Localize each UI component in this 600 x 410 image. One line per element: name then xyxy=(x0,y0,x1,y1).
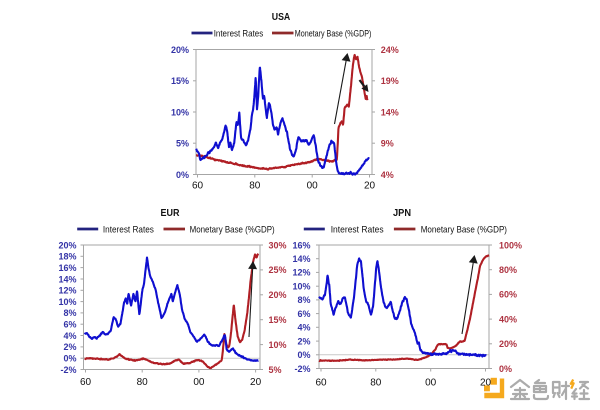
svg-text:60: 60 xyxy=(192,181,204,192)
svg-text:20%: 20% xyxy=(269,290,287,300)
svg-text:-2%: -2% xyxy=(60,365,76,375)
svg-text:0%: 0% xyxy=(499,364,512,374)
svg-text:6%: 6% xyxy=(63,320,76,330)
svg-text:8%: 8% xyxy=(63,308,76,318)
svg-text:4%: 4% xyxy=(381,170,394,180)
svg-text:100%: 100% xyxy=(499,240,522,250)
svg-text:20%: 20% xyxy=(58,240,76,250)
svg-text:80: 80 xyxy=(249,181,261,192)
svg-text:00: 00 xyxy=(307,181,319,192)
svg-text:5%: 5% xyxy=(269,365,282,375)
svg-text:20%: 20% xyxy=(499,339,517,349)
svg-text:10%: 10% xyxy=(292,282,310,292)
svg-text:25%: 25% xyxy=(269,265,287,275)
svg-text:5%: 5% xyxy=(176,139,189,149)
svg-text:14%: 14% xyxy=(292,254,310,264)
svg-text:40%: 40% xyxy=(499,314,517,324)
svg-text:EUR: EUR xyxy=(161,208,181,219)
svg-text:Interest Rates: Interest Rates xyxy=(214,28,264,38)
svg-text:0%: 0% xyxy=(176,170,189,180)
svg-text:15%: 15% xyxy=(269,315,287,325)
svg-text:15%: 15% xyxy=(171,76,189,86)
svg-text:Monetary Base (%GDP): Monetary Base (%GDP) xyxy=(421,224,507,234)
svg-text:60%: 60% xyxy=(499,290,517,300)
svg-text:Interest Rates: Interest Rates xyxy=(331,224,384,234)
svg-text:00: 00 xyxy=(193,377,205,388)
svg-text:4%: 4% xyxy=(297,323,310,333)
svg-text:4%: 4% xyxy=(63,331,76,341)
svg-text:16%: 16% xyxy=(292,240,310,250)
svg-text:12%: 12% xyxy=(58,286,76,296)
svg-text:20: 20 xyxy=(250,377,262,388)
svg-text:24%: 24% xyxy=(381,45,399,55)
svg-text:19%: 19% xyxy=(381,76,399,86)
svg-text:16%: 16% xyxy=(58,263,76,273)
svg-text:20: 20 xyxy=(480,378,492,389)
svg-text:Interest Rates: Interest Rates xyxy=(103,224,154,234)
svg-text:0%: 0% xyxy=(63,354,76,364)
svg-text:2%: 2% xyxy=(63,342,76,352)
svg-text:Monetary Base (%GDP): Monetary Base (%GDP) xyxy=(295,28,372,38)
svg-text:10%: 10% xyxy=(58,297,76,307)
svg-text:-2%: -2% xyxy=(294,364,310,374)
svg-text:60: 60 xyxy=(315,378,327,389)
svg-text:18%: 18% xyxy=(58,252,76,262)
svg-text:14%: 14% xyxy=(58,274,76,284)
svg-text:10%: 10% xyxy=(269,340,287,350)
svg-text:8%: 8% xyxy=(297,295,310,305)
svg-text:20%: 20% xyxy=(171,45,189,55)
svg-text:00: 00 xyxy=(425,378,437,389)
svg-text:80: 80 xyxy=(137,377,149,388)
svg-text:14%: 14% xyxy=(381,107,399,117)
svg-text:80%: 80% xyxy=(499,265,517,275)
svg-text:12%: 12% xyxy=(292,268,310,278)
svg-text:6%: 6% xyxy=(297,309,310,319)
svg-text:Monetary Base (%GDP): Monetary Base (%GDP) xyxy=(190,224,275,234)
svg-text:60: 60 xyxy=(80,377,92,388)
svg-text:0%: 0% xyxy=(297,350,310,360)
svg-text:20: 20 xyxy=(364,181,376,192)
svg-text:USA: USA xyxy=(272,12,291,23)
svg-text:80: 80 xyxy=(370,378,382,389)
svg-text:9%: 9% xyxy=(381,139,394,149)
svg-text:30%: 30% xyxy=(269,240,287,250)
svg-text:JPN: JPN xyxy=(393,208,411,219)
svg-text:2%: 2% xyxy=(297,336,310,346)
svg-text:10%: 10% xyxy=(171,107,189,117)
